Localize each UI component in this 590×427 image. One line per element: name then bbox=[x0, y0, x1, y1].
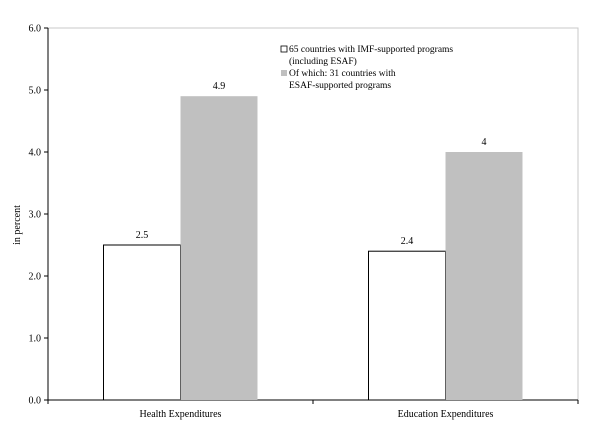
bar-value-label: 4 bbox=[482, 137, 487, 148]
bar bbox=[445, 152, 523, 400]
y-tick-label: 1.0 bbox=[29, 334, 42, 345]
bar bbox=[103, 244, 181, 401]
legend-label-esaf-line1: Of which: 31 countries with bbox=[289, 68, 396, 79]
legend-swatch-imf bbox=[280, 45, 288, 53]
y-axis-title: in percent bbox=[12, 205, 23, 245]
x-category-label: Education Expenditures bbox=[398, 409, 494, 420]
legend-label-esaf-line2: ESAF-supported programs bbox=[289, 81, 391, 91]
y-tick-label: 5.0 bbox=[29, 86, 42, 97]
bar bbox=[368, 250, 446, 401]
y-tick-label: 2.0 bbox=[29, 272, 42, 283]
y-tick-label: 3.0 bbox=[29, 210, 42, 221]
x-category-label: Health Expenditures bbox=[140, 409, 222, 420]
y-tick-label: 4.0 bbox=[29, 148, 42, 159]
bars bbox=[103, 96, 523, 401]
y-tick-label: 6.0 bbox=[29, 24, 42, 35]
bar-value-label: 2.4 bbox=[401, 236, 414, 247]
x-axis: Health Expenditures Education Expenditure… bbox=[47, 399, 579, 420]
legend-label-imf-line1: 65 countries with IMF-supported programs bbox=[289, 45, 453, 55]
bar bbox=[180, 96, 258, 400]
legend-box bbox=[274, 42, 474, 92]
legend: 65 countries with IMF-supported programs… bbox=[274, 42, 474, 92]
y-axis: 0.0 1.0 2.0 3.0 4.0 5.0 6.0 bbox=[29, 24, 49, 407]
bar-value-label: 4.9 bbox=[213, 81, 226, 92]
bar-value-label: 2.5 bbox=[136, 230, 149, 241]
y-tick-label: 0.0 bbox=[29, 396, 42, 407]
data-labels: 2.5 4.9 2.4 4 bbox=[136, 81, 487, 247]
legend-label-imf-line2: (including ESAF) bbox=[289, 56, 357, 67]
legend-swatch-esaf bbox=[281, 70, 287, 76]
